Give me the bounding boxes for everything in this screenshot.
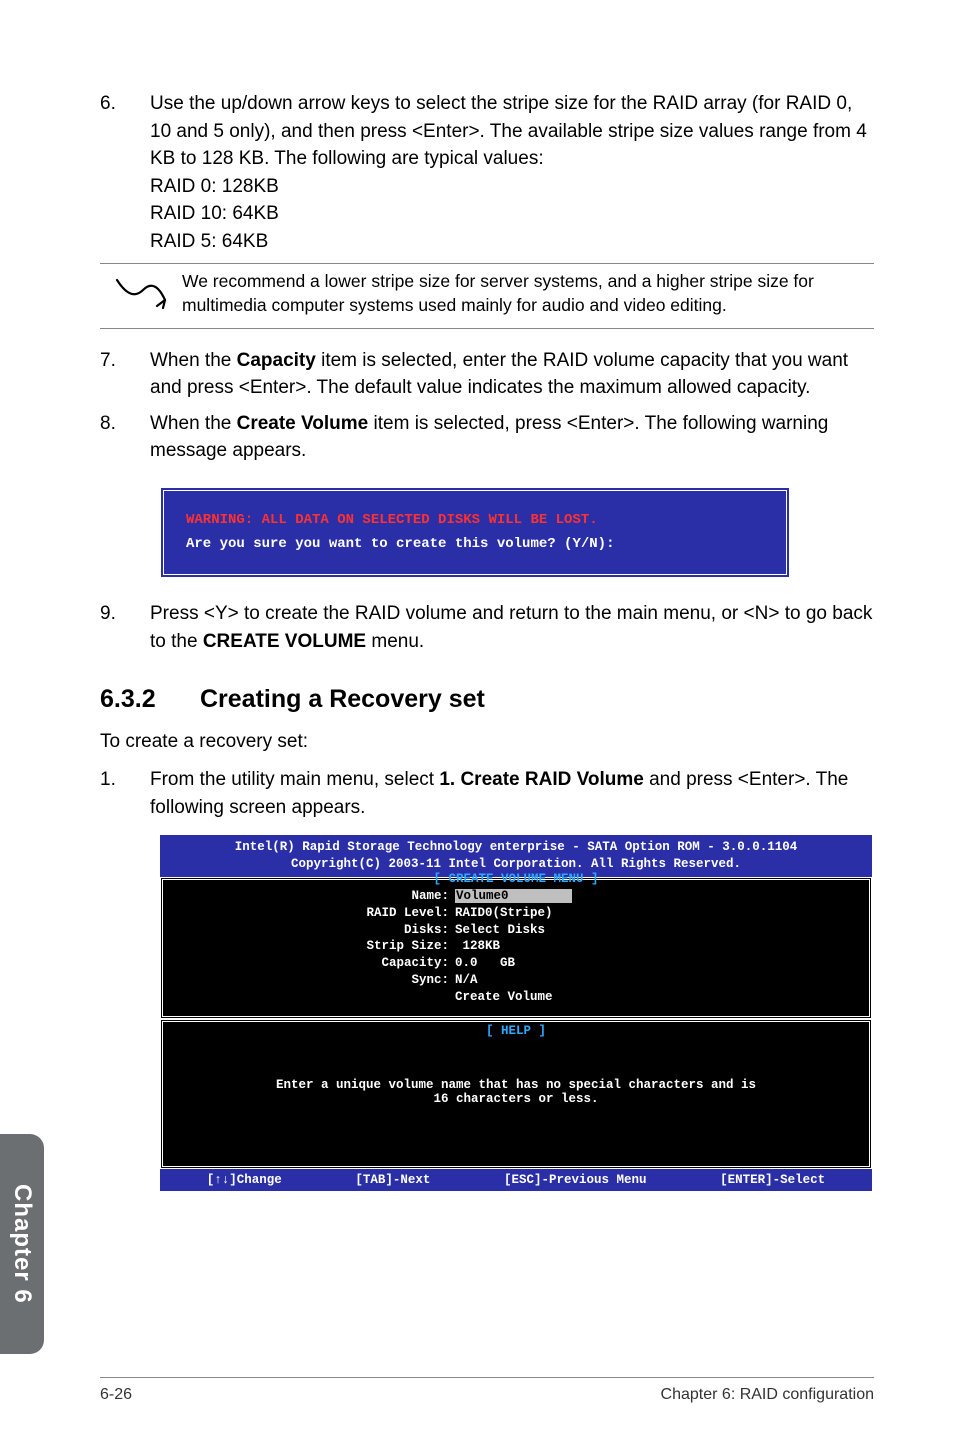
step-9: 9. Press <Y> to create the RAID volume a…	[100, 600, 874, 655]
note-text: We recommend a lower stripe size for ser…	[182, 270, 874, 317]
bold: Create Volume	[237, 413, 369, 434]
warning-line: WARNING: ALL DATA ON SELECTED DISKS WILL…	[186, 509, 764, 533]
bios-value: Select Disks	[455, 922, 545, 939]
bios-value: Volume0	[455, 888, 572, 905]
bios-value: RAID0(Stripe)	[455, 905, 553, 922]
step-body: Press <Y> to create the RAID volume and …	[150, 600, 874, 655]
bios-header: Intel(R) Rapid Storage Technology enterp…	[160, 835, 872, 877]
bios-row: Create Volume	[175, 989, 857, 1006]
bios-create-menu: [ CREATE VOLUME MENU ] Name: Volume0 RAI…	[160, 877, 872, 1019]
bios-panel: Intel(R) Rapid Storage Technology enterp…	[160, 835, 872, 1191]
chapter-side-tab: Chapter 6	[0, 1134, 44, 1354]
step-body: When the Capacity item is selected, ente…	[150, 347, 874, 402]
bios-key-hint: [ESC]-Previous Menu	[504, 1173, 647, 1187]
step-number: 8.	[100, 410, 150, 465]
text: menu.	[366, 631, 424, 652]
bios-label: Name:	[175, 888, 455, 905]
bios-help-line: Enter a unique volume name that has no s…	[175, 1078, 857, 1092]
step-1b: 1. From the utility main menu, select 1.…	[100, 766, 874, 821]
bios-value: 128KB	[455, 938, 500, 955]
bios-key-hint: [ENTER]-Select	[720, 1173, 825, 1187]
warning-line: Are you sure you want to create this vol…	[186, 533, 764, 557]
bios-header-line: Intel(R) Rapid Storage Technology enterp…	[168, 839, 864, 856]
bold: CREATE VOLUME	[203, 631, 366, 652]
bios-row: Disks: Select Disks	[175, 922, 857, 939]
note-icon	[100, 276, 182, 312]
footer-title: Chapter 6: RAID configuration	[661, 1386, 874, 1404]
step-number: 1.	[100, 766, 150, 821]
bios-label: Capacity:	[175, 955, 455, 972]
bios-footer: [↑↓]Change [TAB]-Next [ESC]-Previous Men…	[160, 1169, 872, 1191]
section-heading: 6.3.2 Creating a Recovery set	[100, 685, 874, 714]
section-number: 6.3.2	[100, 685, 200, 714]
bios-value: N/A	[455, 972, 478, 989]
note-box: We recommend a lower stripe size for ser…	[100, 263, 874, 328]
bios-row: RAID Level: RAID0(Stripe)	[175, 905, 857, 922]
page-number: 6-26	[100, 1386, 132, 1404]
bios-label: RAID Level:	[175, 905, 455, 922]
spacer	[175, 1106, 857, 1146]
bold: Capacity	[237, 350, 316, 371]
step-7: 7. When the Capacity item is selected, e…	[100, 347, 874, 402]
intro-text: To create a recovery set:	[100, 728, 874, 756]
bios-label: Sync:	[175, 972, 455, 989]
page-footer: 6-26 Chapter 6: RAID configuration	[100, 1377, 874, 1404]
step-8: 8. When the Create Volume item is select…	[100, 410, 874, 465]
bios-label: Disks:	[175, 922, 455, 939]
bios-row: Strip Size: 128KB	[175, 938, 857, 955]
bold: 1. Create RAID Volume	[439, 769, 643, 790]
bios-menu-title: [ CREATE VOLUME MENU ]	[175, 872, 857, 886]
page-content: 6. Use the up/down arrow keys to select …	[0, 0, 954, 1191]
bios-value: 0.0 GB	[455, 955, 515, 972]
raid-line: RAID 0: 128KB	[150, 176, 279, 197]
step-number: 9.	[100, 600, 150, 655]
warning-panel: WARNING: ALL DATA ON SELECTED DISKS WILL…	[160, 487, 790, 579]
bios-label	[175, 989, 455, 1006]
raid-line: RAID 5: 64KB	[150, 231, 268, 252]
bios-row: Sync: N/A	[175, 972, 857, 989]
text: From the utility main menu, select	[150, 769, 439, 790]
bios-name-input[interactable]: Volume0	[455, 889, 510, 903]
raid-line: RAID 10: 64KB	[150, 203, 279, 224]
bios-header-line: Copyright(C) 2003-11 Intel Corporation. …	[168, 856, 864, 873]
step-number: 6.	[100, 90, 150, 255]
step-body: From the utility main menu, select 1. Cr…	[150, 766, 874, 821]
bios-help: [ HELP ] Enter a unique volume name that…	[160, 1019, 872, 1169]
text: When the	[150, 413, 237, 434]
step-body: When the Create Volume item is selected,…	[150, 410, 874, 465]
bios-help-line: 16 characters or less.	[175, 1092, 857, 1106]
bios-pad	[510, 889, 572, 903]
bios-key-hint: [↑↓]Change	[207, 1173, 282, 1187]
section-title: Creating a Recovery set	[200, 685, 485, 714]
bios-key-hint: [TAB]-Next	[355, 1173, 430, 1187]
bios-row: Name: Volume0	[175, 888, 857, 905]
step-6: 6. Use the up/down arrow keys to select …	[100, 90, 874, 255]
step-body: Use the up/down arrow keys to select the…	[150, 90, 874, 255]
step-text: Use the up/down arrow keys to select the…	[150, 93, 867, 169]
bios-help-title: [ HELP ]	[175, 1024, 857, 1038]
bios-row: Capacity: 0.0 GB	[175, 955, 857, 972]
bios-value: Create Volume	[455, 989, 553, 1006]
bios-label: Strip Size:	[175, 938, 455, 955]
text: When the	[150, 350, 237, 371]
step-number: 7.	[100, 347, 150, 402]
chapter-label: Chapter 6	[8, 1184, 36, 1304]
